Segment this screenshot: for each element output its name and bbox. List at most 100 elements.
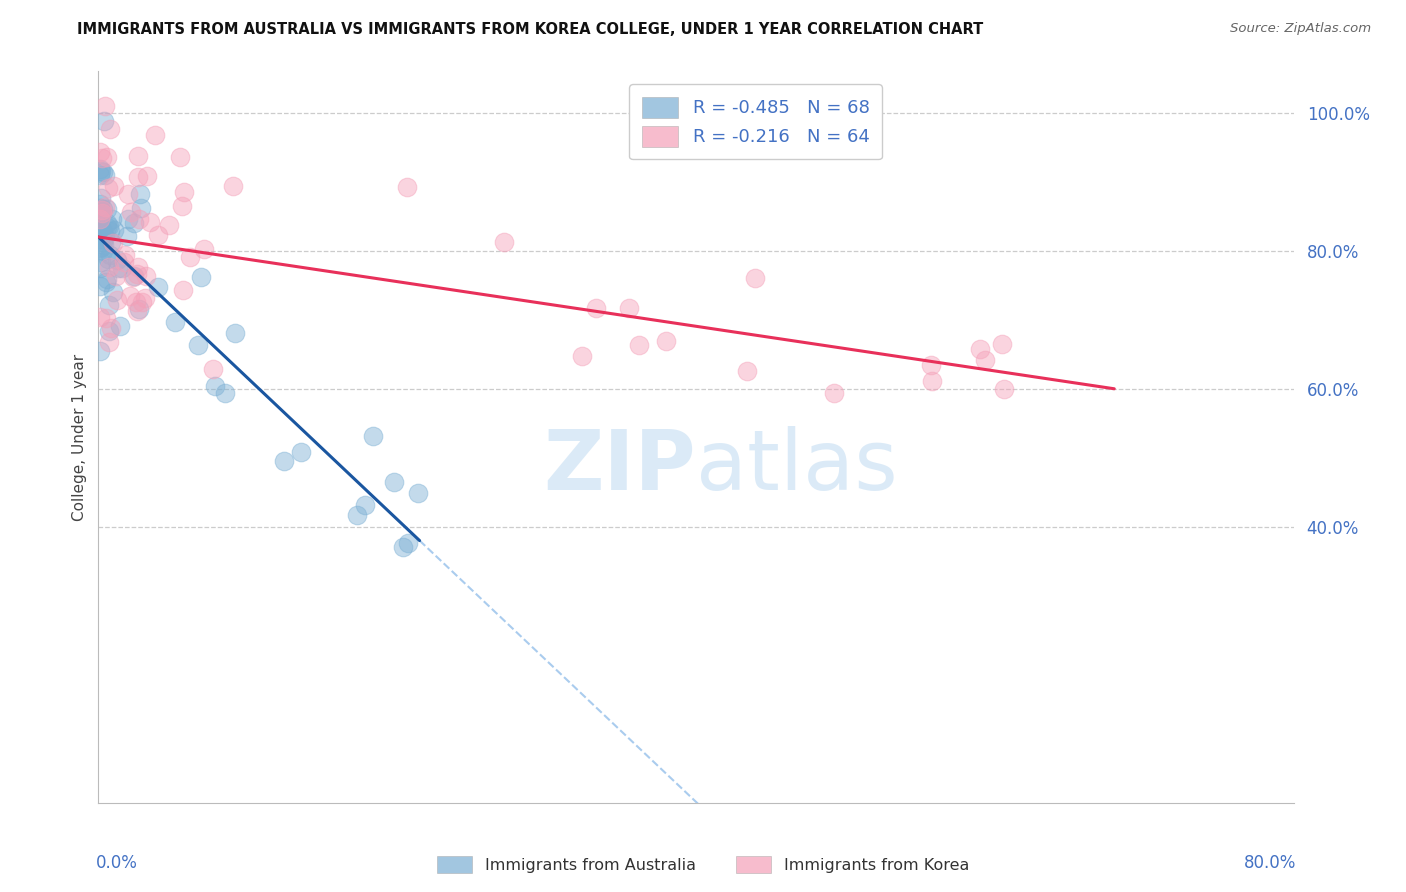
Point (91, 235, 114, 249)
Point (105, 293, 128, 307)
Point (125, 267, 148, 281)
Point (100, 235, 122, 250)
Point (202, 362, 225, 376)
Point (96, 220, 118, 235)
Point (921, 374, 943, 388)
Point (107, 261, 129, 276)
Point (117, 186, 139, 201)
Point (89, 168, 111, 182)
Text: 80.0%: 80.0% (1243, 854, 1296, 872)
Point (89, 279, 111, 293)
Point (98, 122, 121, 136)
Point (173, 185, 195, 199)
Point (273, 454, 295, 468)
Point (90, 220, 112, 235)
Point (91, 239, 114, 253)
Point (363, 428, 385, 442)
Point (129, 202, 152, 216)
Point (114, 247, 136, 261)
Point (823, 386, 845, 401)
Point (190, 269, 212, 284)
Point (89, 201, 111, 215)
Text: 0.0%: 0.0% (96, 854, 138, 872)
Point (96, 216, 118, 230)
Point (222, 178, 245, 193)
Point (492, 235, 515, 249)
Point (115, 229, 138, 244)
Point (98, 298, 121, 312)
Point (90, 205, 112, 219)
Point (89, 145, 111, 159)
Point (993, 383, 1015, 397)
Point (94, 311, 117, 326)
Point (122, 270, 145, 285)
Point (127, 169, 149, 184)
Point (172, 283, 194, 297)
Text: IMMIGRANTS FROM AUSTRALIA VS IMMIGRANTS FROM KOREA COLLEGE, UNDER 1 YEAR CORRELA: IMMIGRANTS FROM AUSTRALIA VS IMMIGRANTS … (77, 22, 984, 37)
Point (124, 269, 146, 284)
Point (101, 236, 124, 251)
Point (169, 150, 191, 164)
Point (91, 244, 114, 258)
Point (90, 191, 112, 205)
Point (89, 212, 111, 227)
Point (101, 285, 124, 300)
Point (193, 242, 215, 256)
Point (98, 248, 121, 262)
Point (90, 226, 112, 240)
Point (735, 364, 758, 378)
Point (93, 114, 115, 128)
Point (146, 280, 169, 294)
Point (98, 324, 121, 338)
Point (117, 212, 139, 227)
Point (138, 214, 160, 228)
Point (108, 318, 131, 333)
Point (103, 223, 125, 237)
Point (97, 334, 120, 349)
Point (97, 181, 120, 195)
Point (118, 289, 141, 303)
Point (146, 228, 169, 243)
Point (135, 169, 157, 183)
Point (120, 205, 142, 219)
Point (104, 268, 127, 283)
Point (98, 219, 121, 234)
Point (627, 338, 650, 352)
Text: Source: ZipAtlas.com: Source: ZipAtlas.com (1230, 22, 1371, 36)
Point (179, 250, 201, 264)
Point (204, 379, 226, 393)
Point (655, 334, 678, 349)
Point (920, 359, 942, 373)
Point (91, 224, 114, 238)
Point (382, 475, 405, 490)
Point (89, 241, 111, 255)
Point (112, 255, 135, 269)
Point (89, 343, 111, 358)
Point (143, 128, 166, 142)
Point (396, 536, 419, 550)
Point (406, 485, 429, 500)
Y-axis label: College, Under 1 year: College, Under 1 year (72, 353, 87, 521)
Point (96, 150, 118, 164)
Point (187, 338, 209, 352)
Point (129, 187, 152, 202)
Point (991, 337, 1014, 351)
Point (90, 163, 112, 178)
Text: ZIP: ZIP (544, 425, 696, 507)
Point (124, 294, 146, 309)
Legend: R = -0.485   N = 68, R = -0.216   N = 64: R = -0.485 N = 68, R = -0.216 N = 64 (630, 84, 882, 159)
Point (127, 260, 149, 274)
Point (96, 202, 118, 217)
Point (89, 310, 111, 324)
Point (128, 212, 150, 227)
Point (100, 320, 122, 334)
Point (105, 252, 128, 267)
Point (170, 199, 193, 213)
Point (391, 540, 413, 554)
Point (134, 291, 156, 305)
Point (91, 203, 114, 218)
Point (89, 232, 111, 246)
Point (98, 224, 121, 238)
Point (89, 260, 111, 275)
Point (90, 255, 112, 269)
